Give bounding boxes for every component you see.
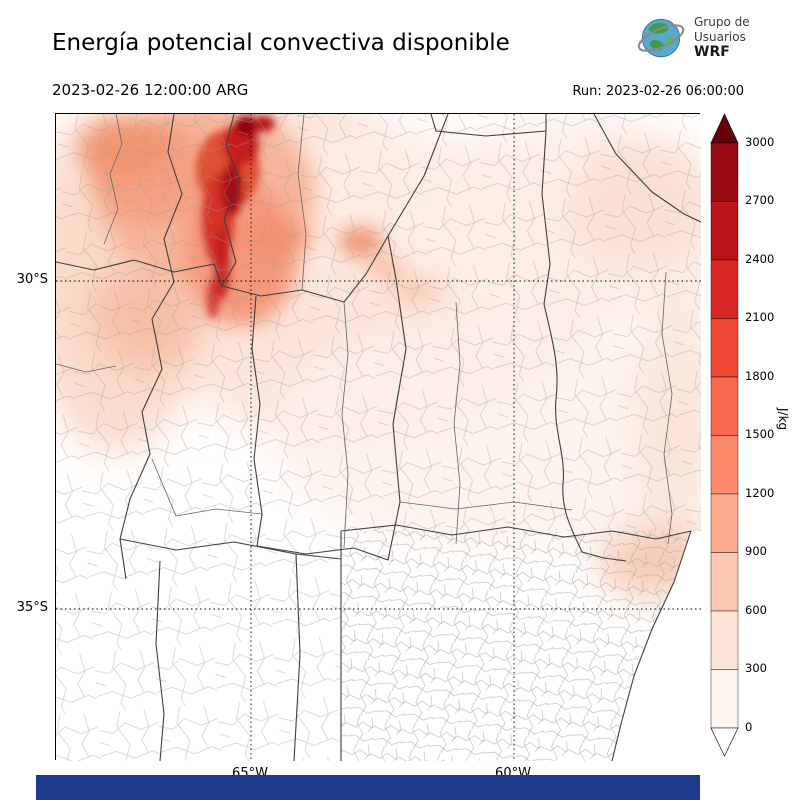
- colorbar-tick-label: 1500: [745, 427, 775, 441]
- lat-tick-30s: 30°S: [16, 272, 48, 287]
- colorbar-tick-label: 1200: [745, 486, 775, 500]
- logo-text-line2: Usuarios: [694, 29, 746, 44]
- colorbar-over-arrow: [710, 113, 739, 144]
- wrf-logo-text: Grupo de Usuarios WRF: [694, 15, 750, 60]
- footer-bar-rect: [36, 775, 700, 800]
- colorbar-tick-label: 600: [745, 603, 767, 617]
- colorbar-canvas: [710, 113, 739, 757]
- colorbar-tick-label: 1800: [745, 369, 775, 383]
- colorbar-segment: [710, 493, 739, 553]
- colorbar-tick-label: 300: [745, 661, 767, 675]
- map-frame: [55, 113, 701, 761]
- colorbar-segment: [710, 201, 739, 261]
- run-time-label: Run: 2023-02-26 06:00:00: [572, 84, 744, 99]
- colorbar-segment: [710, 435, 739, 495]
- logo-text-line1: Grupo de: [694, 14, 750, 29]
- logo-text-wrf: WRF: [694, 43, 730, 60]
- map-canvas: [56, 114, 701, 761]
- footer-bar-canvas: [36, 775, 700, 800]
- wrf-globe-icon: [637, 18, 685, 58]
- colorbar-segment: [710, 610, 739, 670]
- colorbar-segment: [710, 552, 739, 612]
- colorbar-tick-label: 2400: [745, 252, 775, 266]
- lat-tick-35s: 35°S: [16, 600, 48, 615]
- rio-de-la-plata-area: [612, 531, 701, 761]
- wrf-logo: Grupo de Usuarios WRF: [636, 12, 750, 62]
- colorbar-segment: [710, 669, 739, 729]
- colorbar-units-label: J/kg: [776, 408, 790, 431]
- colorbar-segment: [710, 142, 739, 202]
- secondary-borders: [56, 114, 673, 549]
- department-mesh: [56, 114, 701, 761]
- colorbar-segment: [710, 259, 739, 319]
- colorbar-tick-label: 0: [745, 720, 753, 734]
- colorbar-tick-label: 2700: [745, 193, 775, 207]
- colorbar-tick-label: 900: [745, 544, 767, 558]
- colorbar-tick-label: 2100: [745, 310, 775, 324]
- colorbar-segment: [710, 318, 739, 378]
- footer-bar: [36, 775, 700, 800]
- colorbar-under-arrow: [710, 727, 739, 757]
- colorbar: [710, 110, 740, 764]
- colorbar-tick-label: 3000: [745, 135, 775, 149]
- valid-time-label: 2023-02-26 12:00:00 ARG: [52, 81, 249, 99]
- province-borders: [56, 114, 701, 761]
- colorbar-segment: [710, 376, 739, 436]
- page-title: Energía potencial convectiva disponible: [52, 30, 510, 56]
